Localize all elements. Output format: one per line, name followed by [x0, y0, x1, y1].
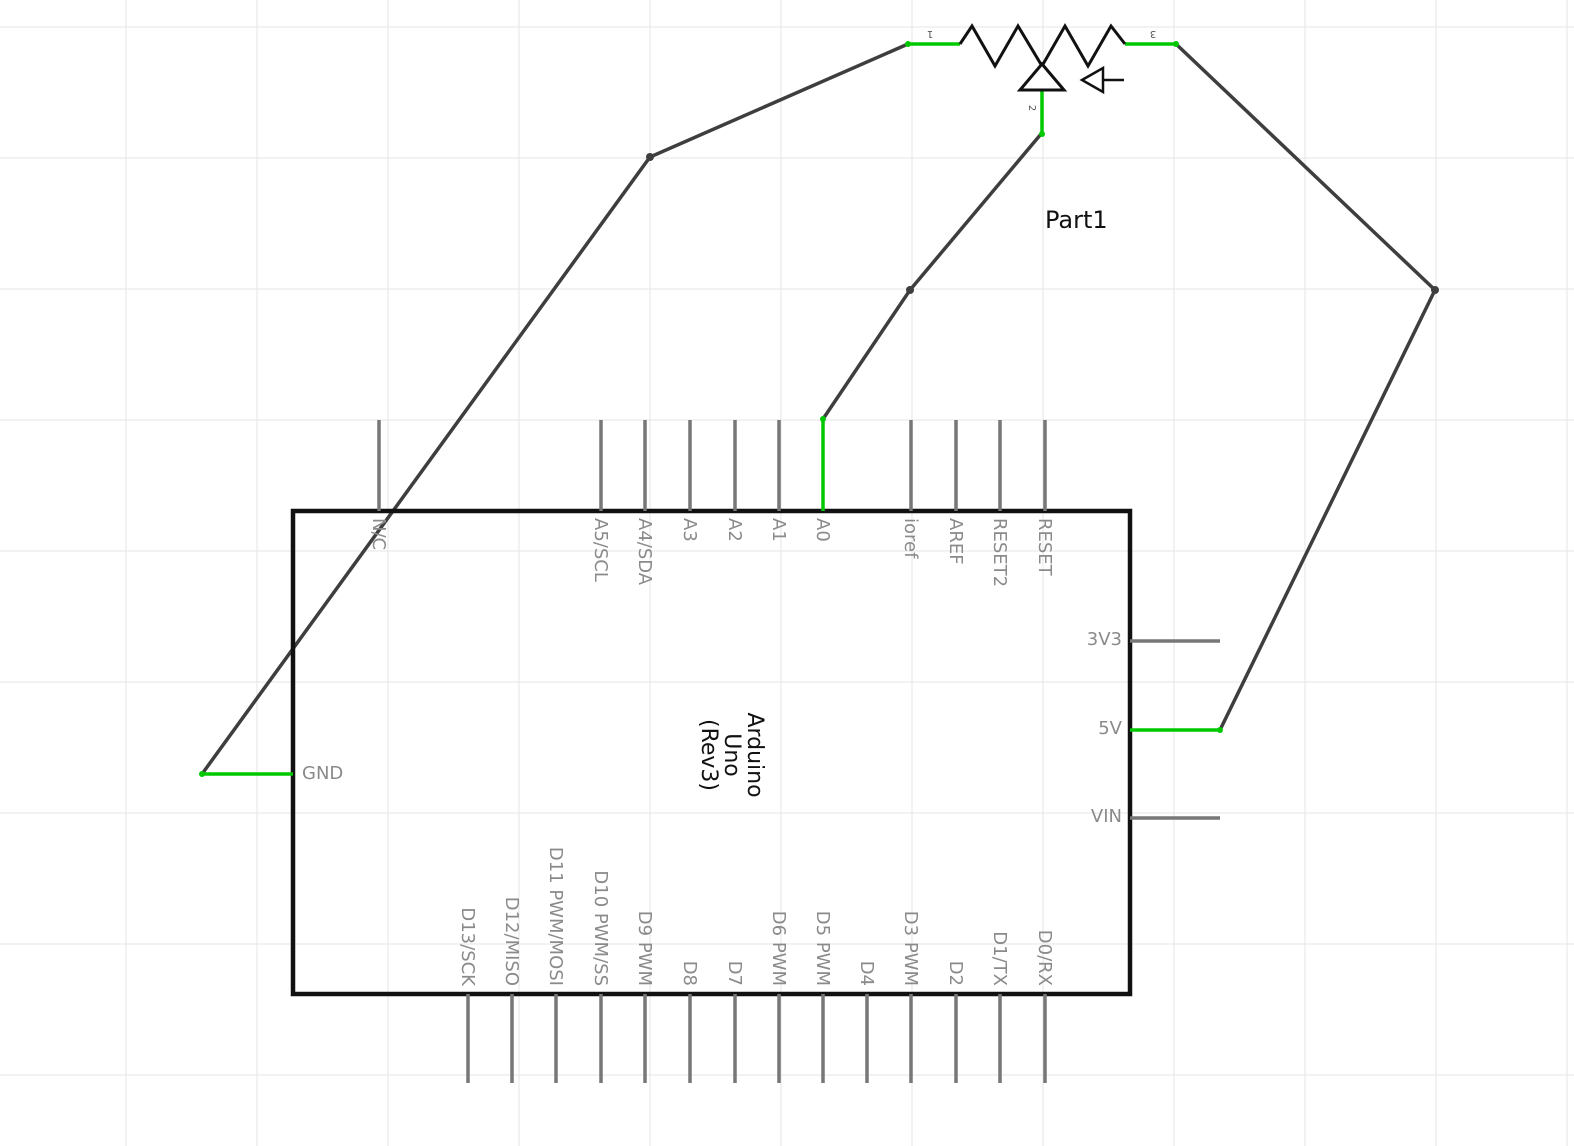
part-label: Part1 — [1045, 206, 1108, 234]
pin-label: AREF — [945, 518, 966, 565]
pin-d9-pwm[interactable]: D9 PWM — [634, 911, 655, 1083]
pin-label: D8 — [679, 961, 700, 986]
wiper-triangle — [1016, 61, 1068, 92]
pot-pin-number-2: 2 — [1026, 105, 1037, 111]
pin-d8[interactable]: D8 — [679, 961, 700, 1083]
pin-label: D2 — [945, 961, 966, 986]
pin-d11-pwm-mosi[interactable]: D11 PWM/MOSI — [545, 847, 566, 1083]
pin-d12-miso[interactable]: D12/MISO — [501, 897, 522, 1083]
top-pin-header: N/C A5/SCL A4/SDA A3 A2 A1 A0 ioref AREF RESET2 RE… — [368, 420, 1055, 587]
pin-5v[interactable]: 5V — [1098, 718, 1220, 739]
pin-label: A4/SDA — [634, 518, 655, 586]
pin-reset[interactable]: RESET — [1034, 420, 1055, 577]
pin-a3[interactable]: A3 — [679, 420, 700, 542]
pot-pin-number-3: 3 — [1150, 28, 1156, 39]
pin-label: D6 PWM — [768, 911, 789, 986]
pin-label: D4 — [856, 961, 877, 986]
pin-d0-rx[interactable]: D0/RX — [1034, 930, 1055, 1083]
pin-d2[interactable]: D2 — [945, 961, 966, 1083]
pin-label: GND — [302, 763, 343, 784]
pin-label: D10 PWM/SS — [590, 870, 611, 986]
pin-label: RESET2 — [989, 518, 1010, 587]
pin-d10-pwm-ss[interactable]: D10 PWM/SS — [590, 870, 611, 1083]
pin-label: N/C — [368, 518, 389, 550]
board-name-line-3: (Rev3) — [696, 719, 721, 791]
wire-gnd[interactable] — [200, 42, 910, 776]
endpoint-dot — [905, 41, 911, 47]
pin-aref[interactable]: AREF — [945, 420, 966, 565]
wire-bendpoint[interactable] — [1431, 286, 1439, 294]
board-name-line-2: Uno — [719, 733, 744, 777]
pin-label: D7 — [724, 961, 745, 986]
bottom-pin-header: D13/SCK D12/MISO D11 PWM/MOSI D10 PWM/SS D9 … — [457, 847, 1055, 1083]
wire-endpoints — [199, 41, 1223, 777]
left-pin-header: GND — [202, 763, 343, 784]
right-pin-header: 3V3 5V VIN — [1087, 629, 1220, 827]
pin-label: D0/RX — [1034, 930, 1055, 986]
pin-a4-sda[interactable]: A4/SDA — [634, 420, 655, 586]
endpoint-dot — [199, 771, 205, 777]
pin-label: D3 PWM — [900, 911, 921, 986]
adjust-arrow-head — [1079, 65, 1105, 95]
board-outline — [290, 508, 1133, 997]
wire-a0[interactable] — [821, 132, 1043, 421]
wire-bendpoint[interactable] — [906, 286, 914, 294]
pin-ioref[interactable]: ioref — [900, 420, 921, 559]
pin-gnd[interactable]: GND — [202, 763, 343, 784]
pin-n-c[interactable]: N/C — [368, 420, 389, 550]
endpoint-dot — [1039, 131, 1045, 137]
pin-label: ioref — [900, 518, 921, 559]
pin-d7[interactable]: D7 — [724, 961, 745, 1083]
pin-vin[interactable]: VIN — [1091, 806, 1220, 827]
pin-label: 3V3 — [1087, 629, 1122, 650]
wire-bendpoint[interactable] — [646, 153, 654, 161]
wires — [200, 42, 1439, 776]
pin-d5-pwm[interactable]: D5 PWM — [812, 911, 833, 1083]
arduino-uno-board[interactable]: N/C A5/SCL A4/SDA A3 A2 A1 A0 ioref AREF RESET2 RE… — [202, 420, 1220, 1083]
pin-label: D9 PWM — [634, 911, 655, 986]
pin-label: D13/SCK — [457, 907, 478, 987]
endpoint-dot — [1217, 727, 1223, 733]
pin-a2[interactable]: A2 — [724, 420, 745, 542]
pin-3v3[interactable]: 3V3 — [1087, 629, 1220, 650]
pin-d13-sck[interactable]: D13/SCK — [457, 907, 478, 1083]
pin-d1-tx[interactable]: D1/TX — [989, 931, 1010, 1083]
pin-d4[interactable]: D4 — [856, 961, 877, 1083]
pin-label: A1 — [768, 518, 789, 542]
pin-label: D11 PWM/MOSI — [545, 847, 566, 986]
endpoint-dot — [820, 416, 826, 422]
pin-a5-scl[interactable]: A5/SCL — [590, 420, 611, 582]
pin-d6-pwm[interactable]: D6 PWM — [768, 911, 789, 1083]
pin-label: VIN — [1091, 806, 1122, 827]
pin-d3-pwm[interactable]: D3 PWM — [900, 911, 921, 1083]
pin-reset2[interactable]: RESET2 — [989, 420, 1010, 587]
pin-label: A5/SCL — [590, 518, 611, 582]
pin-label: 5V — [1098, 718, 1122, 739]
pin-label: D5 PWM — [812, 911, 833, 986]
pin-label: D12/MISO — [501, 897, 522, 986]
pin-label: D1/TX — [989, 931, 1010, 986]
endpoint-dot — [1173, 41, 1179, 47]
pin-a0[interactable]: A0 — [812, 420, 833, 542]
pin-label: A0 — [812, 518, 833, 542]
pin-label: A3 — [679, 518, 700, 542]
pin-a1[interactable]: A1 — [768, 420, 789, 542]
potentiometer-symbol[interactable]: 1 2 3 — [908, 22, 1176, 134]
pot-pin-number-1: 1 — [927, 28, 933, 39]
pin-label: A2 — [724, 518, 745, 542]
board-name-line-1: Arduino — [742, 712, 767, 797]
pin-label: RESET — [1034, 518, 1055, 577]
